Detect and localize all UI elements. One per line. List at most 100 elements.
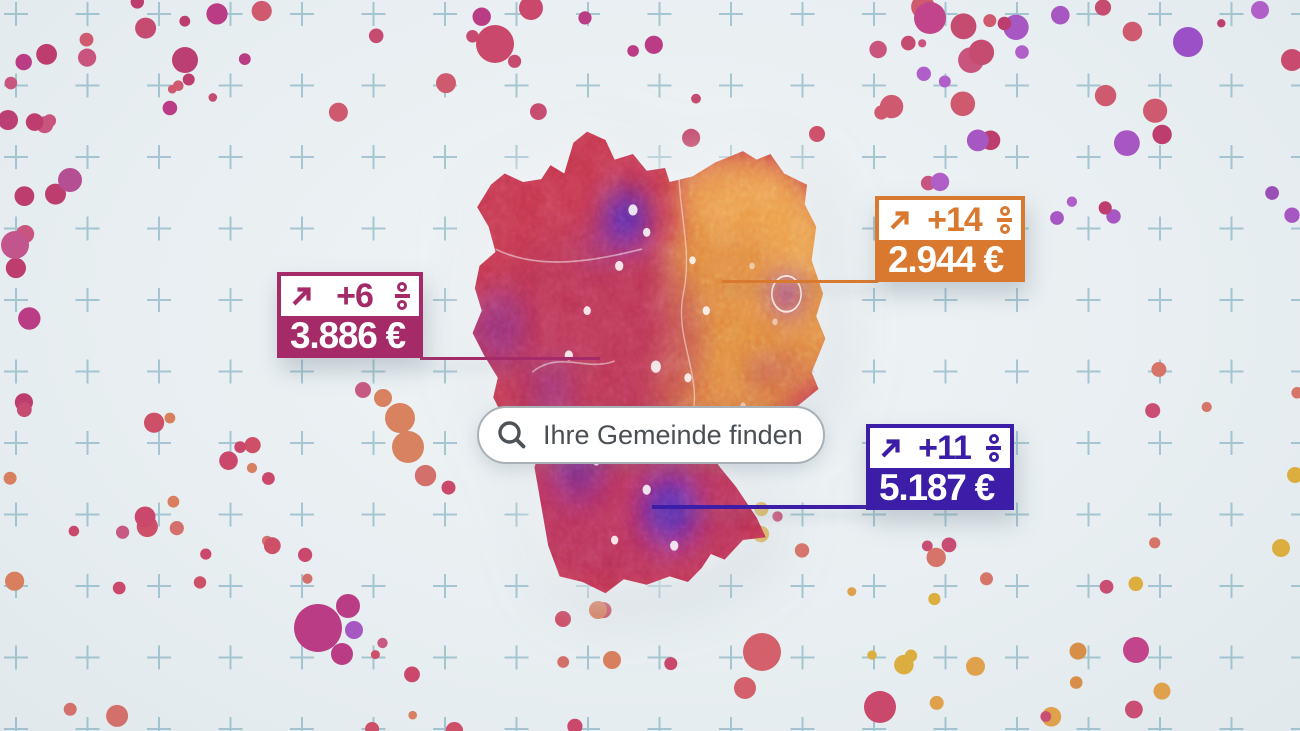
- scatter-dot: [918, 39, 927, 48]
- callout-east: +14 2.944 €: [875, 196, 1025, 282]
- trend-row: +11: [870, 428, 1010, 468]
- scatter-dot: [1094, 0, 1112, 16]
- scatter-dot: [162, 100, 178, 116]
- callout-south-connector: [652, 505, 868, 509]
- scatter-dot: [78, 48, 97, 67]
- germany-price-map[interactable]: [468, 126, 830, 596]
- scatter-dot: [68, 525, 80, 537]
- scatter-dot: [164, 412, 176, 424]
- scatter-dot: [1291, 387, 1300, 399]
- scatter-dot: [966, 656, 985, 676]
- scatter-dot: [167, 495, 180, 508]
- scatter-dot: [365, 722, 380, 731]
- scatter-dot: [926, 547, 946, 568]
- scatter-dot: [894, 654, 914, 675]
- scatter-dot: [1051, 5, 1070, 25]
- scatter-dot: [5, 257, 26, 279]
- scatter-dot: [345, 621, 363, 639]
- scatter-dot: [328, 102, 348, 122]
- scatter-dot: [1069, 642, 1087, 660]
- scatter-dot: [941, 537, 957, 553]
- price-label: 2.944 €: [879, 240, 1021, 278]
- scatter-dot: [1201, 401, 1212, 413]
- trend-up-icon: [890, 211, 909, 230]
- scatter-dot: [130, 0, 144, 9]
- scatter-dot: [938, 75, 951, 88]
- scatter-dot: [5, 571, 25, 591]
- scatter-dot: [436, 73, 456, 94]
- scatter-dot: [627, 45, 639, 57]
- scatter-dot: [106, 704, 129, 727]
- trend-up-icon: [881, 439, 900, 458]
- scatter-dot: [743, 633, 781, 671]
- scatter-dot: [1094, 84, 1117, 107]
- scatter-dot: [1153, 682, 1171, 700]
- scatter-dot: [476, 25, 514, 63]
- scatter-dot: [794, 543, 810, 558]
- scatter-dot: [36, 43, 57, 65]
- scatter-dot: [251, 0, 272, 22]
- scatter-dot: [15, 53, 32, 71]
- scatter-dot: [644, 35, 663, 54]
- scatter-dot: [1050, 211, 1064, 225]
- scatter-dot: [1251, 1, 1269, 19]
- trend-row: +6: [281, 276, 419, 316]
- municipality-search[interactable]: [477, 406, 825, 464]
- scatter-dot: [874, 105, 889, 120]
- scatter-dot: [182, 73, 195, 86]
- scatter-dot: [929, 695, 944, 710]
- scatter-dot: [734, 677, 756, 699]
- price-label: 3.886 €: [281, 316, 419, 354]
- scatter-dot: [238, 53, 251, 65]
- scatter-dot: [950, 13, 977, 40]
- scatter-dot: [234, 441, 247, 453]
- scatter-dot: [578, 11, 592, 25]
- scatter-dot: [3, 471, 17, 485]
- search-icon: [498, 421, 526, 449]
- scatter-dot: [355, 382, 371, 398]
- scatter-dot: [368, 28, 384, 44]
- scatter-dot: [1281, 49, 1300, 71]
- trend-value: +6: [336, 277, 374, 315]
- scatter-dot: [441, 480, 456, 495]
- scatter-dot: [1128, 576, 1144, 592]
- scatter-dot: [664, 657, 678, 671]
- scatter-dot: [507, 54, 522, 68]
- scatter-dot: [980, 572, 993, 586]
- scatter-dot: [809, 126, 825, 142]
- map-fill: [472, 131, 826, 594]
- scatter-dot: [246, 462, 258, 474]
- scatter-dot: [864, 691, 896, 723]
- scatter-dot: [408, 710, 418, 720]
- scatter-dot: [968, 39, 995, 66]
- scatter-dot: [589, 601, 607, 619]
- search-input[interactable]: [543, 419, 807, 451]
- scatter-dot: [1040, 711, 1052, 722]
- scatter-dot: [404, 666, 420, 683]
- trend-value: +11: [918, 429, 972, 467]
- percent-icon: [997, 205, 1012, 235]
- scatter-dot: [519, 0, 543, 20]
- percent-icon: [394, 281, 410, 311]
- scatter-dot: [135, 17, 157, 39]
- scatter-dot: [1152, 124, 1172, 145]
- scatter-dot: [16, 402, 32, 418]
- price-label: 5.187 €: [870, 468, 1010, 506]
- callout-east-connector: [722, 280, 878, 283]
- scatter-dot: [1015, 45, 1029, 59]
- scatter-dot: [1106, 209, 1121, 224]
- scatter-dot: [298, 547, 313, 563]
- scatter-dot: [914, 2, 946, 34]
- scatter-dot: [193, 576, 207, 589]
- scatter-dot: [1217, 19, 1226, 28]
- scatter-dot: [169, 521, 184, 536]
- scatter-dot: [867, 650, 877, 660]
- scatter-dot: [1143, 98, 1168, 123]
- scatter-dot: [219, 451, 238, 471]
- scatter-dot: [472, 7, 491, 26]
- scatter-dot: [1069, 676, 1083, 689]
- scatter-dot: [997, 16, 1012, 31]
